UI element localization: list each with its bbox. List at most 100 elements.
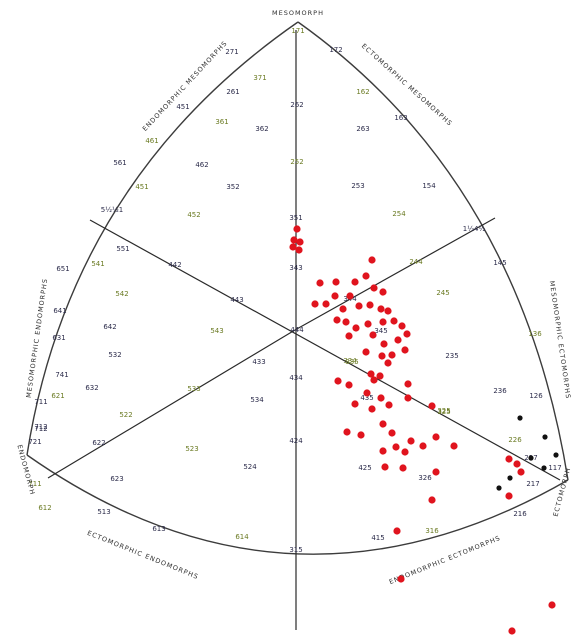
red-data-point [346, 292, 354, 300]
red-data-point [380, 340, 388, 348]
black-data-point [528, 455, 534, 461]
red-data-point [369, 331, 377, 339]
red-data-point [513, 460, 521, 468]
red-data-point [404, 394, 412, 402]
red-data-point [368, 405, 376, 413]
somatotype-code-label: 254 [392, 210, 406, 218]
red-data-point [370, 284, 378, 292]
region-label-mesomorph: MESOMORPH [272, 9, 324, 17]
red-data-point [384, 359, 392, 367]
somatotype-code-label: 444 [290, 326, 304, 334]
somatotype-code-label: 163 [394, 114, 407, 122]
black-points-layer [496, 415, 559, 491]
red-data-point [352, 324, 360, 332]
red-data-point [379, 447, 387, 455]
endo-ecto-axis [89, 219, 561, 481]
somatotype-code-label: 415 [371, 534, 384, 542]
somatotype-code-label: 451 [176, 103, 189, 111]
somatotype-code-label: 154 [422, 182, 436, 190]
somatotype-code-label: 721 [28, 438, 41, 446]
black-data-point [507, 475, 513, 481]
somatotype-code-label: 641 [53, 307, 66, 315]
red-data-point [345, 332, 353, 340]
somatotype-code-label: 523 [185, 445, 198, 453]
somatotype-code-label: 362 [255, 125, 268, 133]
region-label-mesomorphic-ectomorphs: MESOMORPHIC ECTOMORPHS [548, 280, 573, 399]
somatotype-code-label: 741 [55, 371, 68, 379]
somatotype-code-label: 542 [115, 290, 128, 298]
red-data-point [508, 627, 516, 635]
red-data-point [390, 317, 398, 325]
red-data-point [293, 225, 301, 233]
somatotype-code-label: 443 [230, 296, 243, 304]
somatotype-code-label: 216 [513, 510, 527, 518]
meso-axis-right [294, 217, 496, 331]
region-label-ectomorph: ECTOMORPH [552, 466, 573, 517]
red-data-point [351, 400, 359, 408]
red-data-point [450, 442, 458, 450]
somatotype-code-layer: 171 271 172 371 261 451 361 362 262 162 263 163 461 5… [28, 27, 561, 554]
red-data-point [419, 442, 427, 450]
red-data-point [362, 272, 370, 280]
red-data-point [393, 527, 401, 535]
somatotype-code-label: 642 [103, 323, 116, 331]
red-data-point [401, 448, 409, 456]
red-data-point [368, 256, 376, 264]
somatotype-code-label: 263 [356, 125, 369, 133]
somatotype-code-label: 145 [493, 259, 506, 267]
somatotype-code-label: 117 [548, 464, 561, 472]
somatotype-code-label: 334 [343, 357, 357, 365]
somatotype-code-label: 345 [374, 327, 387, 335]
somatotype-code-label: 435 [360, 394, 373, 402]
somatotype-code-label: 712 [34, 423, 47, 431]
somatotype-code-label: 631 [52, 334, 65, 342]
somatotype-code-label: 261 [226, 88, 239, 96]
red-data-point [379, 288, 387, 296]
somatotype-code-label: 612 [38, 504, 51, 512]
somatotype-code-label: 325 [437, 407, 450, 415]
red-data-point [403, 330, 411, 338]
black-data-point [496, 485, 502, 491]
somatotype-code-label: 245 [436, 289, 449, 297]
bottom-edge [26, 454, 569, 555]
red-data-point [290, 236, 298, 244]
somatotype-code-label: 711 [34, 398, 47, 406]
somatotype-code-label: 543 [210, 327, 223, 335]
somatotype-code-label: 262 [290, 101, 303, 109]
somatotype-code-label: 226 [508, 436, 522, 444]
red-data-point [289, 243, 297, 251]
red-data-point [428, 496, 436, 504]
red-data-point [379, 420, 387, 428]
somatotype-code-label: 343 [289, 264, 302, 272]
red-data-point [343, 428, 351, 436]
red-data-point [399, 464, 407, 472]
somatotype-code-label: 632 [85, 384, 98, 392]
somatotype-code-label: 451 [135, 183, 148, 191]
somatotype-code-label: 534 [250, 396, 264, 404]
red-data-point [296, 238, 304, 246]
red-data-point [355, 302, 363, 310]
red-data-point [370, 376, 378, 384]
somatotype-code-label: 244 [409, 258, 423, 266]
red-data-point [377, 394, 385, 402]
red-data-point [331, 292, 339, 300]
somatotype-code-label: 442 [168, 261, 181, 269]
red-data-point [378, 352, 386, 360]
red-data-point [295, 246, 303, 254]
somatotype-code-label: 622 [92, 439, 105, 447]
red-data-point [392, 443, 400, 451]
red-data-point [339, 305, 347, 313]
somatotype-code-label: 351 [289, 214, 302, 222]
top-left-edge [26, 21, 299, 456]
somatotype-code-label: 1½4½ [463, 225, 486, 233]
red-data-point [398, 322, 406, 330]
somatotype-code-label: 433 [252, 358, 265, 366]
somatotype-code-label: 162 [356, 88, 369, 96]
somatotype-code-label: 513 [97, 508, 110, 516]
somatotype-code-label: 712 [34, 425, 47, 433]
region-label-ectomorphic-endomorphs: ECTOMORPHIC ENDOMORPHS [86, 529, 200, 581]
somatotype-code-label: 621 [51, 392, 64, 400]
red-data-point [322, 300, 330, 308]
somatotype-code-label: 541 [91, 260, 104, 268]
